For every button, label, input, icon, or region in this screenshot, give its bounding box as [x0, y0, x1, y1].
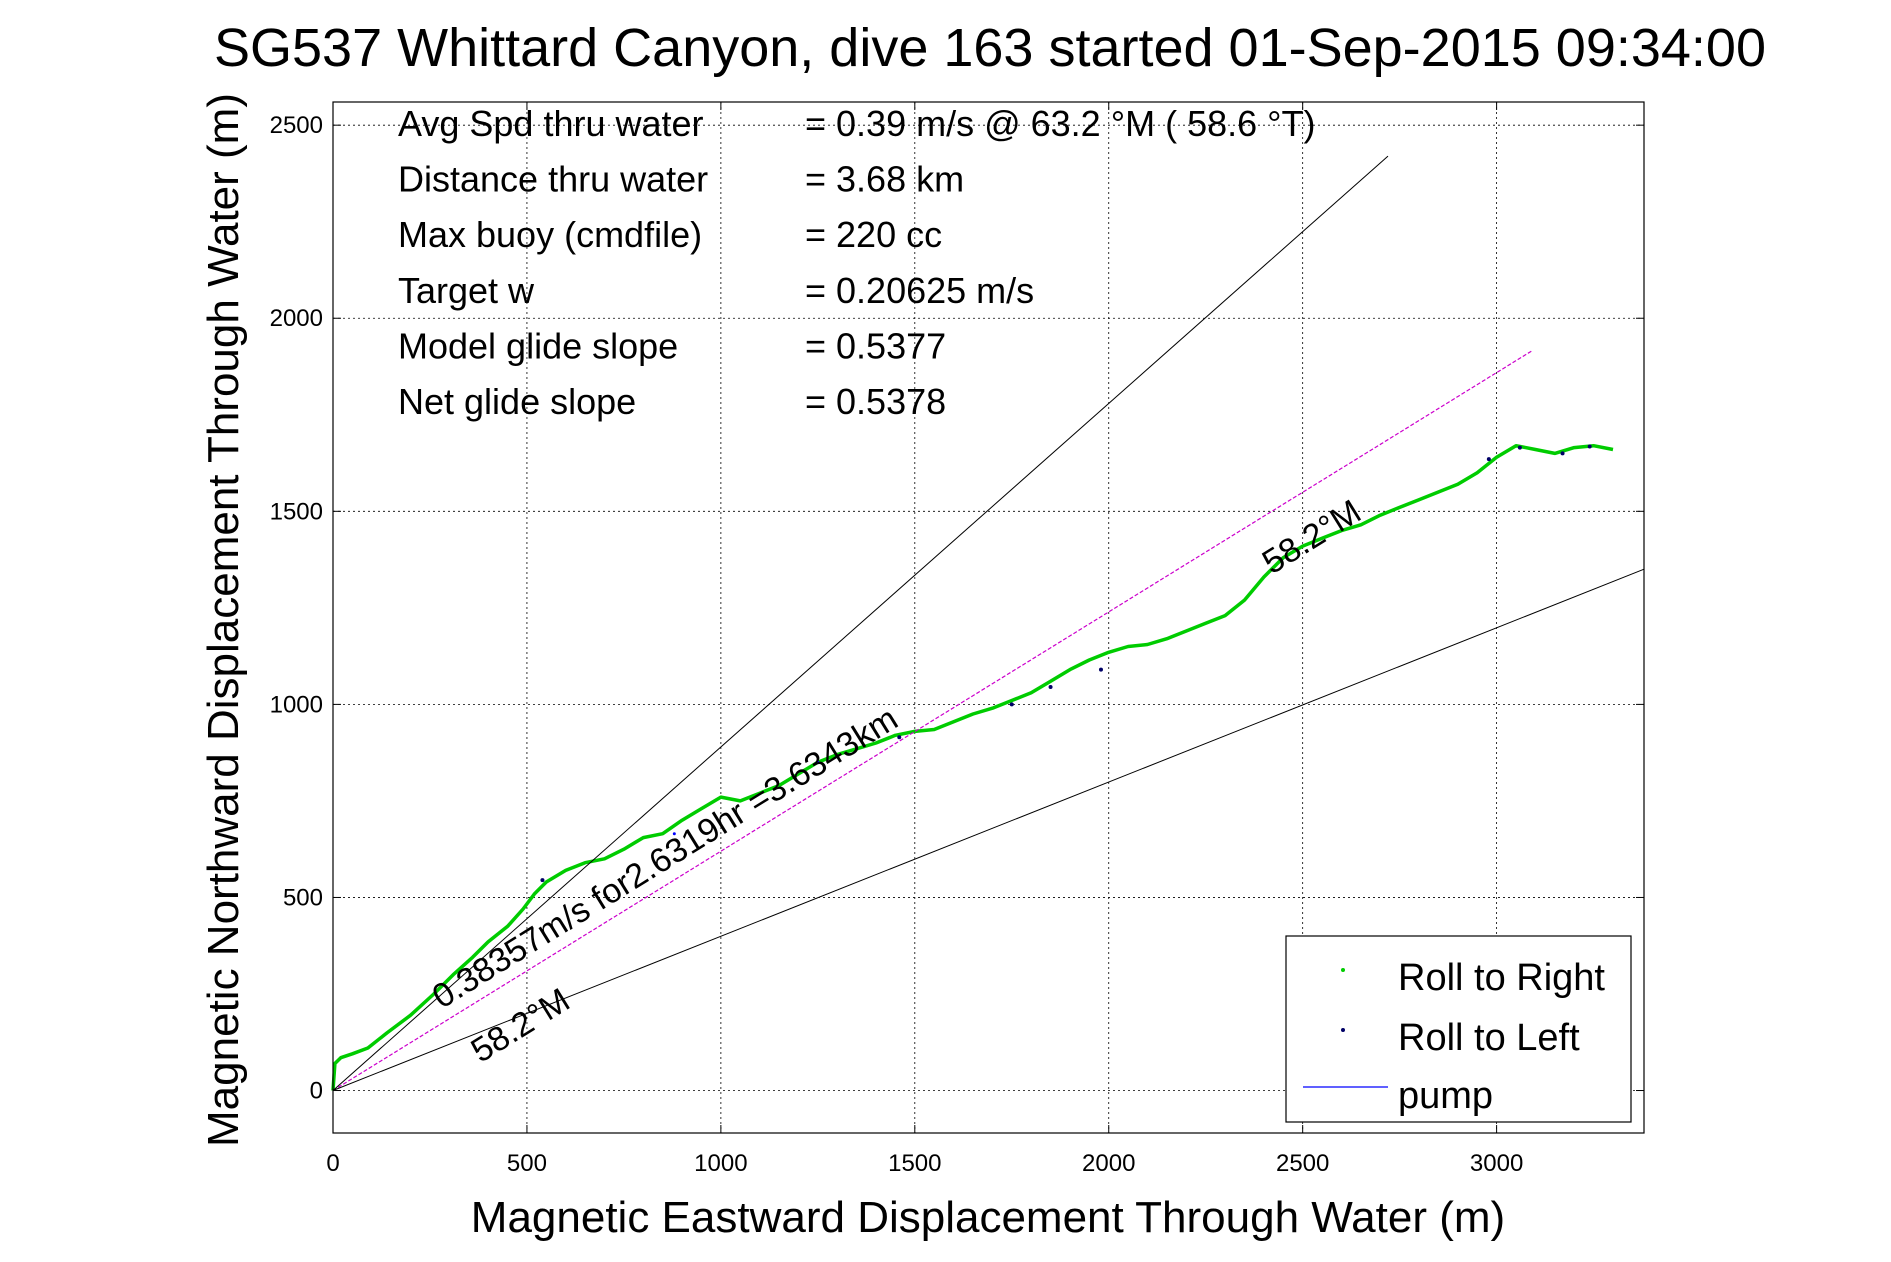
x-axis-label: Magnetic Eastward Displacement Through W…	[471, 1193, 1505, 1242]
roll-left-point	[1517, 445, 1522, 450]
bound-line-upper	[332, 155, 1389, 1091]
y-tick-label: 1500	[270, 498, 323, 525]
chart-markers	[540, 444, 1592, 883]
y-tick-label: 2000	[270, 305, 323, 332]
summary-text: Avg Spd thru water = 0.39 m/s @ 63.2 °M (…	[398, 103, 1316, 422]
x-tick-label: 1500	[888, 1150, 941, 1177]
net-track-line	[332, 350, 1532, 1092]
x-tick-label: 0	[326, 1150, 339, 1177]
roll-left-point	[1009, 702, 1014, 707]
legend-roll-right-label: Roll to Right	[1398, 957, 1605, 999]
pump-point	[816, 760, 820, 764]
summary-value: = 220 cc	[805, 214, 942, 255]
roll-left-point	[1048, 685, 1053, 690]
legend-roll-right-marker	[1341, 968, 1345, 972]
summary-value: = 0.5377	[805, 325, 946, 366]
roll-left-point	[1486, 457, 1491, 462]
summary-value: = 0.39 m/s @ 63.2 °M ( 58.6 °T)	[805, 103, 1316, 144]
chart-lines	[331, 155, 1645, 1092]
track-line-roll-right	[331, 443, 1614, 1091]
y-axis-label: Magnetic Northward Displacement Through …	[199, 93, 248, 1147]
y-tick-label: 500	[283, 884, 323, 911]
x-tick-label: 500	[507, 1150, 547, 1177]
x-tick-label: 1000	[694, 1150, 747, 1177]
summary-value: = 3.68 km	[805, 159, 964, 200]
legend: Roll to Right Roll to Left pump	[1285, 935, 1632, 1123]
summary-label: Max buoy (cmdfile)	[398, 214, 702, 255]
roll-left-point	[540, 878, 545, 883]
x-tick-label: 3000	[1470, 1150, 1523, 1177]
roll-left-point	[897, 735, 902, 740]
y-tick-label: 2500	[270, 112, 323, 139]
summary-value: = 0.20625 m/s	[805, 270, 1034, 311]
legend-roll-left-marker	[1341, 1028, 1345, 1032]
roll-left-point	[1098, 667, 1103, 672]
summary-label: Avg Spd thru water	[398, 103, 704, 144]
summary-value: = 0.5378	[805, 381, 946, 422]
plot-frame	[332, 101, 1645, 1134]
x-tick-label: 2000	[1082, 1150, 1135, 1177]
legend-roll-left-label: Roll to Left	[1398, 1017, 1580, 1059]
summary-label: Target w	[398, 270, 535, 311]
chart-title: SG537 Whittard Canyon, dive 163 started …	[214, 18, 1766, 78]
legend-pump-label: pump	[1398, 1075, 1493, 1117]
roll-left-point	[1587, 444, 1592, 449]
y-tick-label: 1000	[270, 691, 323, 718]
y-axis-ticks: 0 500 1000 1500 2000 2500	[270, 112, 1644, 1105]
pump-point	[672, 832, 676, 836]
x-axis-ticks: 0 500 1000 1500 2000 2500 3000	[326, 102, 1523, 1177]
summary-label: Model glide slope	[398, 325, 678, 366]
y-tick-label: 0	[310, 1078, 323, 1105]
summary-label: Net glide slope	[398, 381, 636, 422]
bound-line-lower	[332, 568, 1645, 1091]
summary-label: Distance thru water	[398, 159, 708, 200]
x-tick-label: 2500	[1276, 1150, 1329, 1177]
roll-left-point	[1560, 451, 1565, 456]
